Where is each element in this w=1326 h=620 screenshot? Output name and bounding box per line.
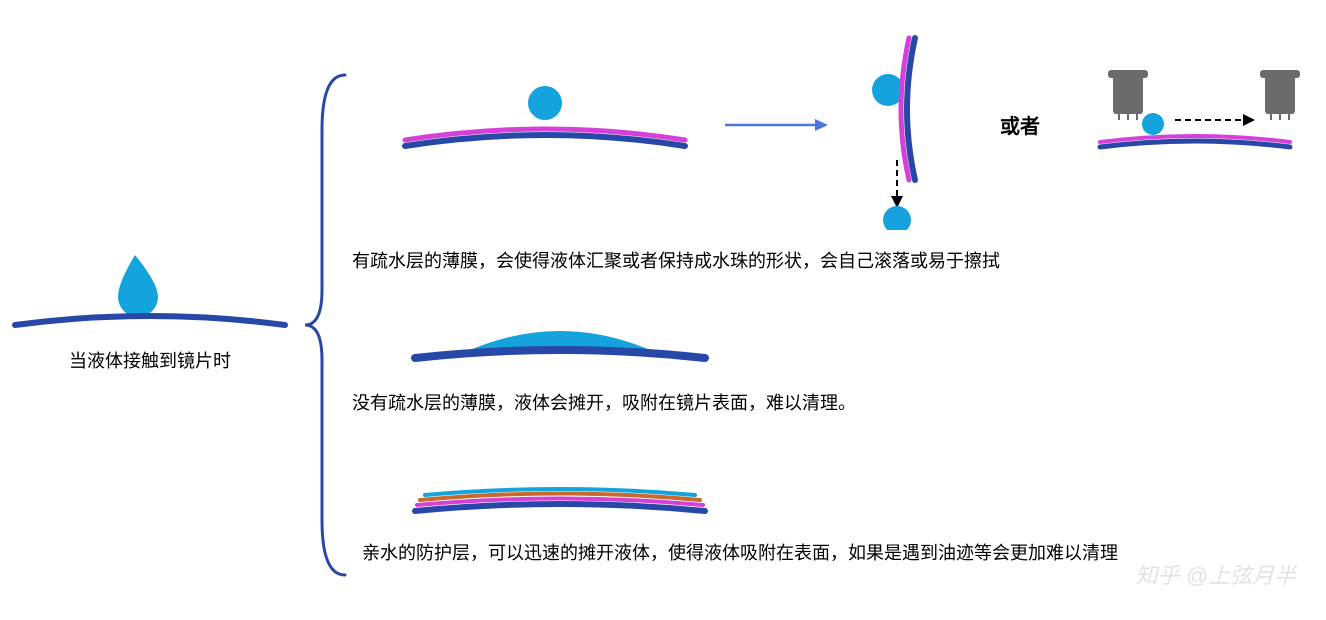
branch1-text: 有疏水层的薄膜，会使得液体汇聚或者保持成水珠的形状，会自己滚落或易于擦拭 (352, 248, 1312, 275)
branch1-wipe (1085, 60, 1315, 160)
branch3-lens (405, 470, 715, 520)
watermark: 知乎 @上弦月半 (1136, 558, 1296, 590)
branch2-lens (405, 300, 715, 370)
left-caption: 当液体接触到镜片时 (0, 348, 300, 375)
brace (300, 70, 350, 580)
or-label: 或者 (1000, 110, 1040, 139)
left-panel: 当液体接触到镜片时 (0, 235, 300, 375)
branch1-lens (395, 70, 695, 160)
arrow-solid (720, 115, 830, 135)
branch1-vertical (855, 30, 945, 230)
branch2-text: 没有疏水层的薄膜，液体会摊开，吸附在镜片表面，难以清理。 (352, 390, 1252, 417)
left-lens-drop (0, 235, 300, 335)
